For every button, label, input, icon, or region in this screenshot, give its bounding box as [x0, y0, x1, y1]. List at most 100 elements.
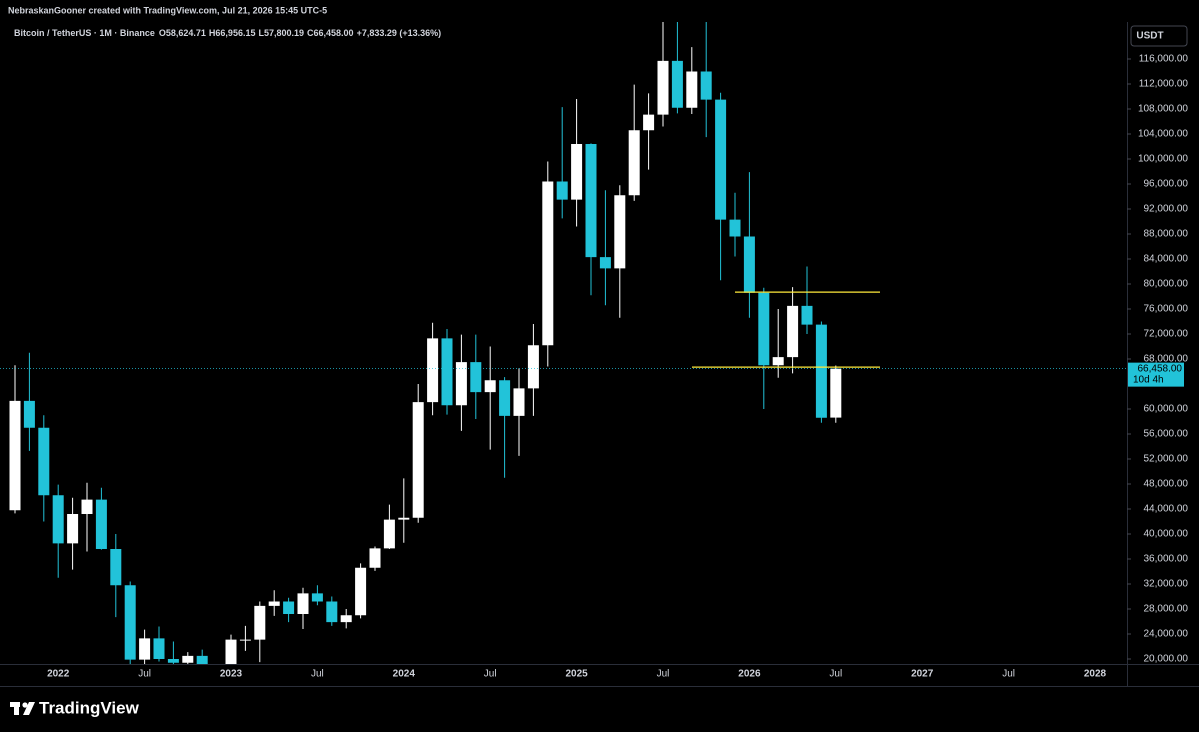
candle-body	[614, 195, 626, 269]
candle-body	[671, 60, 683, 108]
x-tick-label: Jul	[829, 669, 842, 680]
countdown-label: 10d 4h	[1133, 374, 1164, 385]
legend-key: O	[159, 28, 166, 38]
candle-body	[542, 181, 554, 346]
x-tick-label: Jul	[484, 669, 497, 680]
candle-body	[571, 144, 583, 200]
candle-body	[772, 357, 784, 366]
candle-body	[9, 400, 21, 511]
legend-value: 66,956.15	[215, 28, 255, 38]
candle-body	[585, 144, 597, 258]
candle-body	[268, 601, 280, 606]
x-tick-label: 2022	[47, 669, 70, 680]
y-tick-label: 116,000.00	[1139, 54, 1189, 65]
candle-body	[110, 549, 122, 586]
y-tick-label: 36,000.00	[1144, 554, 1189, 565]
candle-body	[470, 362, 482, 393]
candle-body	[743, 236, 755, 293]
y-tick-label: 104,000.00	[1138, 129, 1188, 140]
candle-body	[340, 615, 352, 623]
x-tick-label: 2028	[1084, 669, 1107, 680]
y-tick-label: 40,000.00	[1144, 529, 1189, 540]
currency-label[interactable]: USDT	[1136, 31, 1163, 42]
candle-body	[326, 601, 338, 623]
x-tick-label: Jul	[138, 669, 151, 680]
candle-body	[124, 585, 136, 660]
legend-value: 66,458.00	[314, 28, 354, 38]
y-tick-label: 92,000.00	[1144, 204, 1189, 215]
y-tick-label: 28,000.00	[1144, 604, 1189, 615]
y-tick-label: 60,000.00	[1144, 404, 1189, 415]
y-tick-label: 52,000.00	[1144, 454, 1189, 465]
legend-value: 57,800.19	[264, 28, 304, 38]
candle-body	[513, 388, 525, 416]
candle-body	[167, 659, 179, 663]
brand-logo: TradingView	[10, 698, 140, 717]
logo-shape	[22, 702, 28, 708]
y-tick-label: 88,000.00	[1144, 229, 1189, 240]
brand-name: TradingView	[39, 698, 140, 717]
candle-body	[801, 305, 813, 325]
candle-body	[758, 292, 770, 366]
candle-body	[355, 567, 367, 616]
candle-body	[455, 362, 467, 406]
last-price-label: 66,458.00	[1138, 363, 1183, 374]
y-tick-label: 24,000.00	[1144, 629, 1189, 640]
caption: NebraskanGooner created with TradingView…	[8, 5, 327, 15]
x-tick-label: Jul	[657, 669, 670, 680]
y-tick-label: 80,000.00	[1144, 279, 1189, 290]
candle-body	[67, 514, 79, 544]
candle-body	[383, 519, 395, 549]
candle-body	[484, 380, 496, 393]
candle-body	[686, 71, 698, 108]
legend-key: C	[307, 28, 314, 38]
last-price-box	[1128, 362, 1184, 387]
candle-body	[830, 368, 842, 418]
candle-body	[225, 639, 237, 664]
candle-body	[196, 655, 208, 664]
legend-value: 58,624.71	[166, 28, 206, 38]
y-tick-label: 96,000.00	[1144, 179, 1189, 190]
candle-body	[412, 402, 424, 518]
candle-body	[254, 605, 266, 640]
plot-area	[9, 22, 880, 664]
x-tick-label: 2025	[565, 669, 588, 680]
y-tick-label: 76,000.00	[1144, 304, 1189, 315]
y-tick-label: 72,000.00	[1144, 329, 1189, 340]
y-tick-label: 20,000.00	[1144, 654, 1189, 665]
y-tick-label: 112,000.00	[1139, 79, 1189, 90]
candle-body	[52, 495, 64, 544]
candle-body	[283, 601, 295, 614]
candle-body	[628, 130, 640, 196]
candle-body	[139, 638, 151, 660]
y-tick-label: 84,000.00	[1144, 254, 1189, 265]
x-tick-label: 2023	[220, 669, 243, 680]
y-tick-label: 108,000.00	[1138, 104, 1188, 115]
candle-body	[599, 257, 611, 269]
candle-body	[643, 114, 655, 131]
candle-body	[182, 655, 194, 663]
candle-body	[81, 499, 93, 514]
candle-body	[815, 324, 827, 418]
candle-body	[729, 219, 741, 237]
legend-key: L	[258, 28, 264, 38]
x-tick-label: Jul	[1002, 669, 1015, 680]
logo-shape	[23, 702, 35, 715]
candle-body	[556, 181, 568, 200]
candle-body	[311, 593, 323, 602]
candle-body	[527, 345, 539, 389]
x-tick-label: 2026	[738, 669, 761, 680]
candle-body	[499, 380, 511, 416]
candle-body	[38, 427, 50, 496]
logo-shape	[14, 702, 19, 715]
legend: Bitcoin / TetherUS · 1M · Binance O58,624…	[14, 28, 441, 38]
y-tick-label: 100,000.00	[1138, 154, 1188, 165]
currency-button[interactable]	[1130, 25, 1188, 47]
y-tick-label: 32,000.00	[1144, 579, 1189, 590]
legend-symbol: Bitcoin / TetherUS · 1M · Binance	[14, 28, 155, 38]
candle-body	[23, 400, 35, 428]
y-tick-label: 56,000.00	[1144, 429, 1189, 440]
x-tick-label: Jul	[311, 669, 324, 680]
